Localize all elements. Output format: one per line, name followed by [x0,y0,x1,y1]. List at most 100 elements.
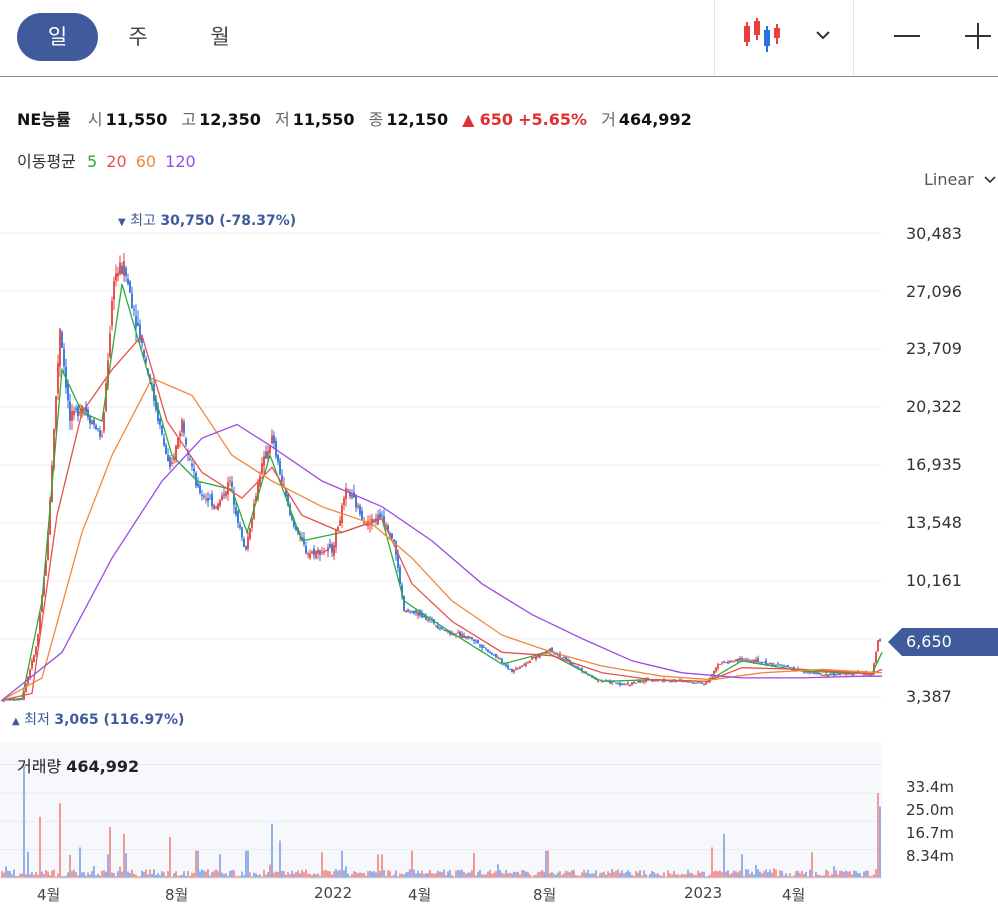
high-annotation-label: 최고 [130,213,156,229]
candlestick-chart-type-icon[interactable] [742,18,782,52]
volume-bar [377,854,379,878]
volume-bar [525,871,527,878]
tab-monthly[interactable]: 월 [210,25,230,49]
volume-bar [65,875,67,878]
volume-bar [407,871,409,878]
volume-bar [599,873,601,878]
tab-weekly[interactable]: 주 [128,25,148,49]
candle-body [399,567,401,585]
ma-60-label[interactable]: 60 [135,152,157,171]
volume-bar [417,870,419,878]
candle-body [529,660,531,663]
volume-bar [291,870,293,878]
candle-body [591,675,593,678]
candle-body [83,408,85,411]
volume-bar [147,874,149,878]
chevron-down-icon[interactable] [815,26,831,40]
candle-body [35,646,37,655]
candle-body [511,669,513,673]
volume-bar [229,870,231,878]
volume-bar [791,876,793,878]
candle-body [153,383,155,401]
y-tick-label: 27,096 [906,282,962,301]
zoom-in-icon[interactable] [964,22,992,50]
candle-body [419,610,421,616]
volume-bar [529,874,531,878]
volume-bar [95,875,97,878]
volume-bar [473,852,475,878]
volume-bar [455,870,457,878]
candle-body [765,660,767,665]
volume-bar [585,872,587,878]
candle-body [9,699,11,701]
volume-bar [105,871,107,878]
candle-body [143,350,145,357]
candle-body [107,360,109,386]
candle-body [447,630,449,633]
volume-bar [713,871,715,878]
volume-bar [275,871,277,878]
volume-bar [49,875,51,878]
candle-body [543,652,545,654]
volume-bar [109,827,111,878]
volume-bar [111,872,113,878]
candle-body [499,658,501,660]
volume-bar [31,872,33,878]
volume-bar [359,872,361,878]
candle-body [91,421,93,425]
volume-bar [465,873,467,878]
candle-body [253,503,255,519]
volume-bar [397,876,399,878]
candle-body [715,667,717,672]
candle-body [525,663,527,666]
candle-body [497,657,499,659]
volume-bar [469,872,471,878]
candle-body [261,463,263,474]
volume-bar [373,870,375,878]
candle-body [863,673,865,675]
volume-bar [871,875,873,878]
candle-body [767,663,769,665]
low-annotation-label: 최저 [24,712,50,728]
candle-body [663,679,665,682]
candle-body [41,595,43,613]
volume-bar [307,873,309,878]
volume-bar [67,872,69,878]
tab-daily[interactable]: 일 [17,13,98,61]
volume-bar [435,873,437,878]
candle-body [267,450,269,459]
volume-bar [51,870,53,878]
candle-body [157,406,159,421]
volume-bar [665,876,667,878]
volume-bar [277,871,279,878]
candle-body [807,672,809,674]
volume-bar [853,870,855,878]
ma-120-label[interactable]: 120 [165,152,196,171]
volume-bar [23,765,25,878]
candle-body [243,538,245,547]
volume-bar [487,871,489,878]
candle-body [613,680,615,683]
volume-bar [339,869,341,878]
candle-body [175,445,177,460]
y-tick-label: 10,161 [906,571,962,590]
volume-bar [639,870,641,878]
ma-20-label[interactable]: 20 [106,152,127,171]
toolbar-divider [714,0,715,75]
volume-bar [369,870,371,878]
period-toolbar: 일 주 월 [0,0,998,77]
volume-bar [859,873,861,878]
zoom-out-icon[interactable] [893,24,921,48]
candle-body [61,332,63,348]
ma-line-60 [1,377,883,701]
candle-body [791,668,793,670]
x-tick-label: 4월 [37,886,61,904]
volume-bar [803,874,805,878]
scale-selector[interactable]: Linear [924,170,997,189]
volume-bar [241,871,243,878]
candle-body [561,657,563,659]
candle-body [817,672,819,675]
candle-body [589,674,591,676]
ma-5-label[interactable]: 5 [86,152,98,171]
